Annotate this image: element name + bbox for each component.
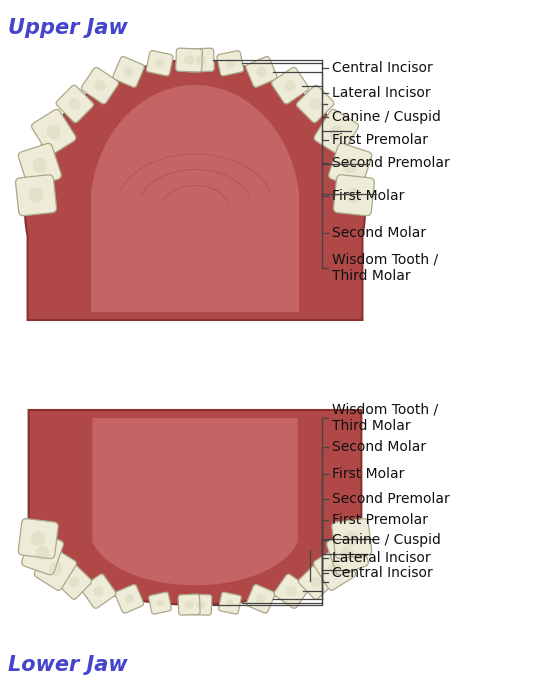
Polygon shape: [91, 85, 299, 312]
Ellipse shape: [123, 67, 134, 77]
FancyBboxPatch shape: [218, 592, 241, 614]
FancyBboxPatch shape: [332, 519, 372, 558]
Ellipse shape: [36, 546, 50, 561]
FancyBboxPatch shape: [31, 110, 76, 155]
Text: Central Incisor: Central Incisor: [332, 566, 433, 580]
Ellipse shape: [31, 531, 46, 546]
Ellipse shape: [94, 586, 104, 597]
Ellipse shape: [256, 594, 265, 603]
Text: Second Molar: Second Molar: [332, 440, 426, 454]
Ellipse shape: [340, 546, 354, 561]
FancyBboxPatch shape: [57, 564, 91, 599]
Ellipse shape: [256, 67, 267, 77]
Text: Second Premolar: Second Premolar: [332, 492, 450, 506]
FancyBboxPatch shape: [81, 67, 118, 104]
Ellipse shape: [69, 577, 80, 587]
FancyBboxPatch shape: [296, 85, 334, 123]
Ellipse shape: [185, 601, 194, 609]
Text: Second Premolar: Second Premolar: [332, 156, 450, 170]
Ellipse shape: [29, 188, 44, 203]
Ellipse shape: [196, 601, 205, 609]
Text: Second Molar: Second Molar: [332, 226, 426, 240]
Ellipse shape: [344, 531, 359, 546]
FancyBboxPatch shape: [148, 592, 172, 614]
FancyBboxPatch shape: [175, 48, 202, 72]
Text: Canine / Cuspid: Canine / Cuspid: [332, 110, 441, 124]
FancyBboxPatch shape: [274, 574, 309, 608]
FancyBboxPatch shape: [314, 110, 359, 155]
FancyBboxPatch shape: [190, 594, 212, 615]
Ellipse shape: [32, 158, 47, 173]
FancyBboxPatch shape: [333, 175, 375, 216]
Polygon shape: [29, 410, 361, 605]
Text: Upper Jaw: Upper Jaw: [8, 18, 128, 38]
FancyBboxPatch shape: [35, 547, 76, 590]
FancyBboxPatch shape: [188, 48, 214, 72]
FancyBboxPatch shape: [327, 532, 368, 575]
Ellipse shape: [310, 98, 321, 110]
Ellipse shape: [125, 594, 134, 603]
FancyBboxPatch shape: [115, 584, 144, 613]
Text: Lateral Incisor: Lateral Incisor: [332, 551, 431, 565]
Ellipse shape: [195, 55, 206, 65]
Text: First Molar: First Molar: [332, 189, 404, 203]
FancyBboxPatch shape: [314, 547, 356, 590]
Ellipse shape: [47, 125, 60, 140]
FancyBboxPatch shape: [299, 564, 333, 599]
Text: First Premolar: First Premolar: [332, 133, 428, 147]
FancyBboxPatch shape: [15, 175, 57, 216]
Ellipse shape: [328, 562, 341, 576]
Ellipse shape: [156, 599, 164, 607]
Ellipse shape: [69, 98, 80, 110]
Ellipse shape: [286, 586, 297, 597]
FancyBboxPatch shape: [246, 57, 277, 87]
FancyBboxPatch shape: [329, 143, 372, 188]
Ellipse shape: [49, 562, 62, 576]
FancyBboxPatch shape: [81, 574, 116, 608]
FancyBboxPatch shape: [56, 85, 94, 123]
FancyBboxPatch shape: [246, 584, 275, 613]
Ellipse shape: [311, 577, 321, 587]
Ellipse shape: [343, 158, 358, 173]
FancyBboxPatch shape: [18, 143, 61, 188]
Ellipse shape: [346, 188, 361, 203]
Text: First Premolar: First Premolar: [332, 513, 428, 527]
Ellipse shape: [226, 59, 235, 68]
Text: First Molar: First Molar: [332, 467, 404, 481]
Text: Wisdom Tooth /
Third Molar: Wisdom Tooth / Third Molar: [332, 253, 438, 283]
Ellipse shape: [329, 125, 343, 140]
Polygon shape: [92, 418, 298, 585]
Text: Lateral Incisor: Lateral Incisor: [332, 86, 431, 100]
FancyBboxPatch shape: [178, 594, 200, 615]
FancyBboxPatch shape: [146, 51, 173, 76]
Text: Lower Jaw: Lower Jaw: [8, 655, 128, 675]
Ellipse shape: [94, 80, 106, 91]
Ellipse shape: [284, 80, 296, 91]
FancyBboxPatch shape: [21, 532, 63, 575]
Text: Wisdom Tooth /
Third Molar: Wisdom Tooth / Third Molar: [332, 403, 438, 433]
Text: Canine / Cuspid: Canine / Cuspid: [332, 533, 441, 547]
FancyBboxPatch shape: [217, 51, 244, 76]
Text: Central Incisor: Central Incisor: [332, 61, 433, 75]
FancyBboxPatch shape: [272, 67, 309, 104]
Polygon shape: [25, 60, 365, 320]
FancyBboxPatch shape: [18, 519, 58, 558]
FancyBboxPatch shape: [113, 57, 144, 87]
Ellipse shape: [184, 55, 195, 65]
Ellipse shape: [155, 59, 164, 68]
Ellipse shape: [226, 599, 234, 607]
